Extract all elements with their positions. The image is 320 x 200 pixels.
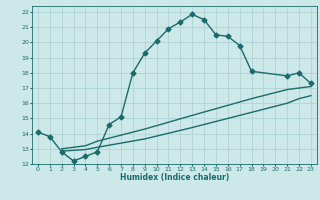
- X-axis label: Humidex (Indice chaleur): Humidex (Indice chaleur): [120, 173, 229, 182]
